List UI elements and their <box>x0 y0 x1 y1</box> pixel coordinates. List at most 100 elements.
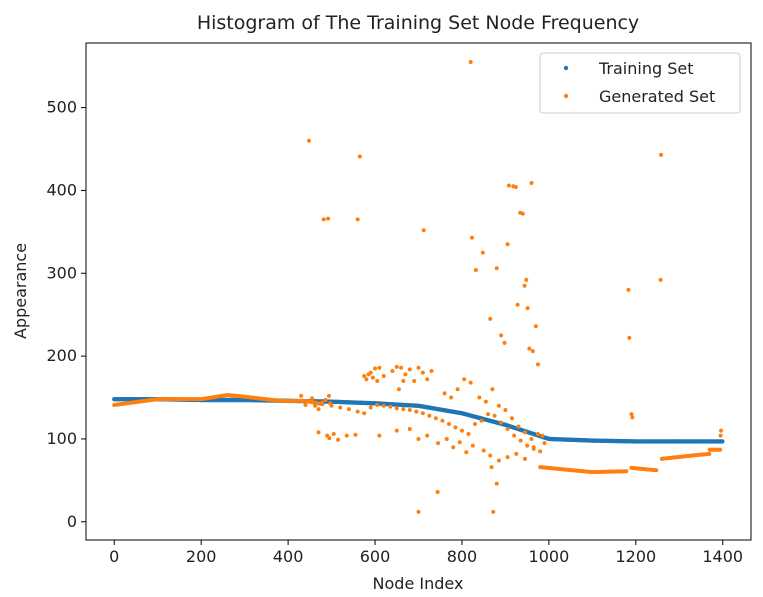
generated-set-point <box>719 428 724 433</box>
x-tick-label: 400 <box>273 547 304 566</box>
generated-set-point <box>355 217 360 222</box>
generated-set-point <box>489 465 494 470</box>
generated-set-point <box>525 306 530 311</box>
generated-set-point <box>473 267 478 272</box>
generated-set-point <box>718 433 723 438</box>
generated-set-point <box>494 481 499 486</box>
generated-set-point <box>377 433 382 438</box>
generated-set-point <box>496 403 501 408</box>
generated-set-point <box>520 211 525 216</box>
generated-set-point <box>377 365 382 370</box>
generated-set-point <box>435 489 440 494</box>
generated-set-point <box>390 369 395 374</box>
generated-set-point <box>299 393 304 398</box>
generated-set-point <box>496 458 501 463</box>
generated-set-point <box>375 378 380 383</box>
generated-set-point <box>505 427 510 432</box>
generated-set-point <box>522 283 527 288</box>
generated-set-point <box>444 436 449 441</box>
generated-set-point <box>468 60 473 65</box>
legend-marker-training-set <box>563 65 569 71</box>
generated-set-point <box>425 377 430 382</box>
y-tick-label: 500 <box>46 98 77 117</box>
generated-set-point <box>518 438 523 443</box>
generated-set-point <box>401 378 406 383</box>
generated-set-point <box>453 425 458 430</box>
generated-set-point <box>362 373 367 378</box>
generated-set-point <box>718 447 723 452</box>
generated-set-point <box>479 418 484 423</box>
generated-set-point <box>522 456 527 461</box>
generated-set-point <box>624 469 629 474</box>
legend-label-generated-set: Generated Set <box>599 87 715 106</box>
legend: Training Set Generated Set <box>539 52 741 114</box>
generated-set-point <box>321 217 326 222</box>
generated-set-point <box>412 378 417 383</box>
generated-set-point <box>407 407 412 412</box>
generated-set-point <box>388 404 393 409</box>
generated-set-point <box>446 422 451 427</box>
generated-set-point <box>440 418 445 423</box>
x-tick-label: 1000 <box>529 547 570 566</box>
generated-set-point <box>353 432 358 437</box>
generated-set-point <box>483 399 488 404</box>
legend-marker-generated-set <box>563 93 569 99</box>
generated-set-point <box>399 365 404 370</box>
generated-set-point <box>429 369 434 374</box>
generated-set-point <box>416 509 421 514</box>
generated-set-point <box>327 436 332 441</box>
generated-set-point <box>524 277 529 282</box>
x-tick-label: 600 <box>360 547 391 566</box>
generated-set-point <box>513 185 518 190</box>
generated-set-point <box>499 333 504 338</box>
generated-set-point <box>459 428 464 433</box>
legend-frame <box>539 52 741 114</box>
generated-set-point <box>469 235 474 240</box>
generated-set-point <box>420 370 425 375</box>
generated-set-point <box>303 402 308 407</box>
generated-set-point <box>414 409 419 414</box>
generated-set-point <box>538 449 543 454</box>
generated-set-point <box>486 412 491 417</box>
generated-set-point <box>455 387 460 392</box>
generated-set-point <box>540 433 545 438</box>
generated-set-point <box>522 430 527 435</box>
generated-set-point <box>529 436 534 441</box>
generated-set-point <box>630 415 635 420</box>
generated-set-point <box>449 395 454 400</box>
generated-set-point <box>502 340 507 345</box>
legend-label-training-set: Training Set <box>598 59 694 78</box>
generated-set-point <box>629 412 634 417</box>
generated-set-point <box>481 448 486 453</box>
generated-set-point <box>505 455 510 460</box>
generated-set-point <box>416 436 421 441</box>
generated-set-point <box>707 451 712 456</box>
generated-set-point <box>381 373 386 378</box>
generated-set-point <box>420 411 425 416</box>
generated-set-point <box>328 401 333 406</box>
generated-set-point <box>466 431 471 436</box>
generated-set-point <box>506 183 511 188</box>
y-tick-label: 100 <box>46 429 77 448</box>
generated-set-point <box>659 152 664 157</box>
generated-set-point <box>480 250 485 255</box>
x-axis-ticks: 0 200 400 600 800 1000 1200 1400 <box>109 540 743 566</box>
generated-set-point <box>462 377 467 382</box>
generated-set-point <box>362 411 367 416</box>
y-tick-label: 400 <box>46 180 77 199</box>
y-tick-label: 300 <box>46 263 77 282</box>
generated-set-point <box>310 396 315 401</box>
generated-set-point <box>470 443 475 448</box>
generated-set-point <box>366 372 371 377</box>
generated-set-point <box>488 453 493 458</box>
generated-set-point <box>488 316 493 321</box>
generated-set-point <box>529 180 534 185</box>
generated-set-point <box>316 407 321 412</box>
generated-set-point <box>451 445 456 450</box>
generated-set-point <box>654 468 659 473</box>
generated-set-point <box>658 277 663 282</box>
generated-set-point <box>525 443 530 448</box>
generated-set-point <box>394 428 399 433</box>
generated-set-point <box>401 407 406 412</box>
